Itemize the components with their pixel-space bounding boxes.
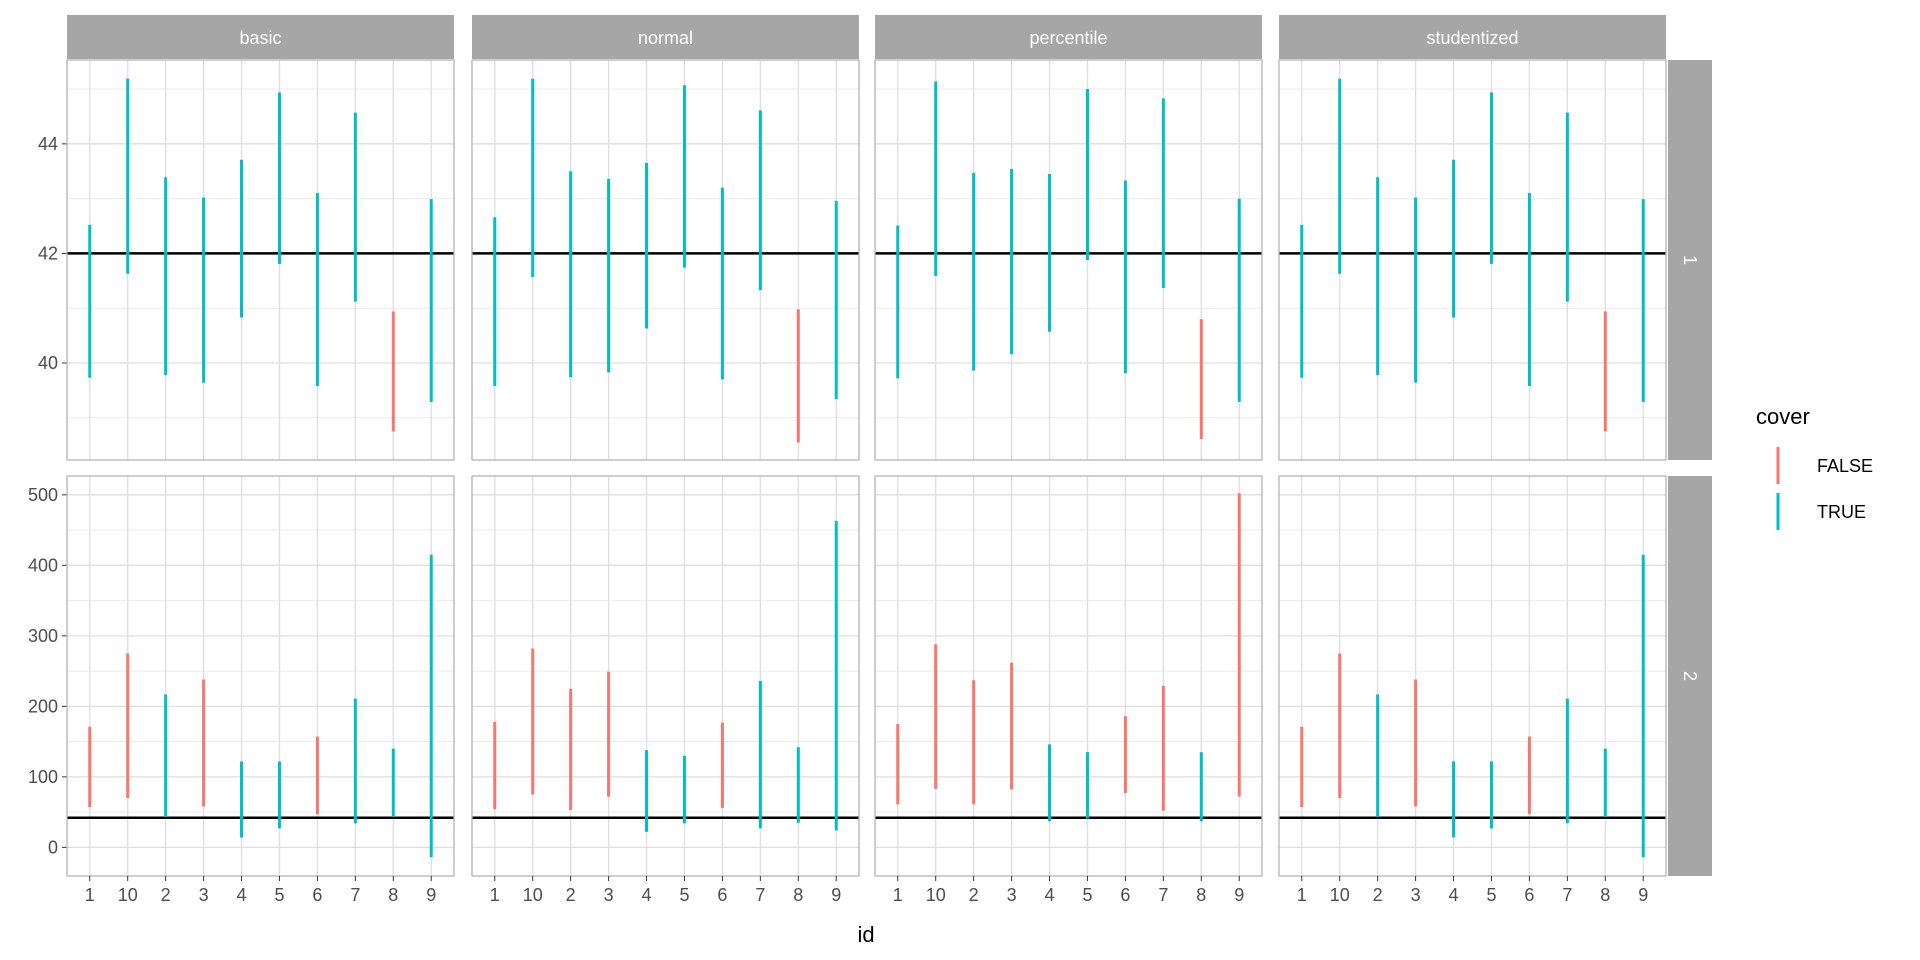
x-tick-label: 5: [679, 885, 689, 905]
strip-normal: [472, 15, 859, 59]
x-tick-label: 1: [490, 885, 500, 905]
strip-percentile: [875, 15, 1262, 59]
panel-normal-1: [471, 59, 860, 461]
x-tick-label: 10: [523, 885, 543, 905]
x-axis-title: id: [857, 922, 874, 947]
y-tick-label: 200: [28, 696, 58, 716]
x-tick-label: 7: [755, 885, 765, 905]
panel-background: [1279, 476, 1666, 876]
panel-border: [874, 59, 1263, 461]
x-tick-label: 8: [388, 885, 398, 905]
strip-label-basic: basic: [239, 28, 281, 48]
y-tick-label: 44: [38, 134, 58, 154]
x-tick-label: 5: [1082, 885, 1092, 905]
panel-percentile-2: 1 10 2 3 4 5 6 7 8 9: [874, 475, 1263, 905]
legend-label-false: FALSE: [1817, 456, 1873, 476]
x-tick-label: 8: [1600, 885, 1610, 905]
x-tick-label: 7: [1562, 885, 1572, 905]
row-strip-2: [1668, 476, 1712, 876]
x-tick-label: 7: [350, 885, 360, 905]
y-tick-label: 300: [28, 626, 58, 646]
x-tick-label: 5: [1486, 885, 1496, 905]
panel-percentile-1: [874, 59, 1263, 461]
panel-basic-2: 1 10 2 3 4 5 6 7 8 9: [66, 475, 455, 905]
x-tick-label: 6: [312, 885, 322, 905]
x-tick-label: 4: [1045, 885, 1055, 905]
strip-label-studentized: studentized: [1426, 28, 1518, 48]
x-tick-label: 9: [1234, 885, 1244, 905]
row-strip-label-1: 1: [1680, 255, 1700, 265]
panel-basic-1: [66, 59, 455, 461]
x-tick-label: 1: [893, 885, 903, 905]
x-tick-label: 6: [717, 885, 727, 905]
x-tick-label: 5: [274, 885, 284, 905]
x-tick-label: 3: [1007, 885, 1017, 905]
x-tick-label: 9: [831, 885, 841, 905]
x-tick-label: 7: [1158, 885, 1168, 905]
legend-title: cover: [1756, 404, 1810, 429]
y-tick-label: 500: [28, 485, 58, 505]
x-tick-label: 9: [426, 885, 436, 905]
x-tick-label: 3: [604, 885, 614, 905]
row-strip-1: [1668, 60, 1712, 460]
y-tick-label: 42: [38, 243, 58, 263]
panel-border: [1278, 475, 1667, 877]
panel-background: [67, 60, 454, 460]
x-tick-label: 3: [199, 885, 209, 905]
panel-studentized-2: 1 10 2 3 4 5 6 7 8 9: [1278, 475, 1667, 905]
y-tick-label: 0: [48, 837, 58, 857]
row-strip-label-2: 2: [1680, 671, 1700, 681]
strip-studentized: [1279, 15, 1666, 59]
panel-border: [471, 59, 860, 461]
panel-border: [66, 59, 455, 461]
panel-studentized-1: [1278, 59, 1667, 461]
x-tick-label: 4: [1449, 885, 1459, 905]
x-tick-label: 9: [1638, 885, 1648, 905]
panel-border: [66, 475, 455, 877]
strip-label-percentile: percentile: [1029, 28, 1107, 48]
x-tick-label: 10: [1330, 885, 1350, 905]
x-tick-label: 6: [1120, 885, 1130, 905]
panel-background: [472, 476, 859, 876]
x-tick-label: 8: [793, 885, 803, 905]
legend: cover FALSE TRUE: [1756, 404, 1873, 530]
x-tick-label: 2: [161, 885, 171, 905]
strip-basic: [67, 15, 454, 59]
panel-background: [1279, 60, 1666, 460]
x-tick-label: 4: [642, 885, 652, 905]
panel-border: [1278, 59, 1667, 461]
y-tick-label: 400: [28, 555, 58, 575]
y-tick-label: 100: [28, 767, 58, 787]
panel-background: [472, 60, 859, 460]
panel-normal-2: 1 10 2 3 4 5 6 7 8 9: [471, 475, 860, 905]
panel-border: [471, 475, 860, 877]
y-tick-label: 40: [38, 353, 58, 373]
panel-border: [874, 475, 1263, 877]
x-tick-label: 8: [1196, 885, 1206, 905]
x-tick-label: 10: [926, 885, 946, 905]
x-tick-label: 10: [118, 885, 138, 905]
panel-background: [67, 476, 454, 876]
x-tick-label: 2: [969, 885, 979, 905]
panel-background: [875, 60, 1262, 460]
x-tick-label: 1: [1297, 885, 1307, 905]
strip-label-normal: normal: [638, 28, 693, 48]
legend-label-true: TRUE: [1817, 502, 1866, 522]
panel-background: [875, 476, 1262, 876]
x-tick-label: 3: [1411, 885, 1421, 905]
x-tick-label: 6: [1524, 885, 1534, 905]
x-tick-label: 1: [85, 885, 95, 905]
panels: basic normal percentile studentized14042442…: [28, 15, 1712, 905]
x-tick-label: 2: [566, 885, 576, 905]
x-tick-label: 4: [237, 885, 247, 905]
x-tick-label: 2: [1373, 885, 1383, 905]
